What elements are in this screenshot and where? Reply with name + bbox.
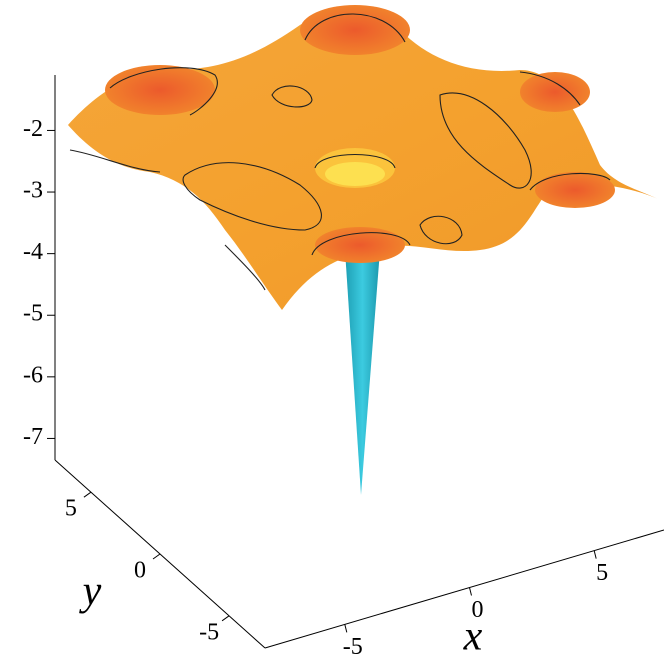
y-axis-title: y (79, 569, 102, 615)
contour (304, 13, 406, 43)
tick-mark (469, 587, 472, 596)
contour (419, 215, 463, 245)
contour (529, 172, 611, 191)
y-tick-label: 0 (134, 558, 146, 584)
peak (105, 65, 215, 115)
contour (182, 162, 322, 231)
tick-mark (83, 491, 92, 498)
z-tick-label: -6 (23, 362, 43, 388)
contour (314, 154, 396, 169)
peak (300, 5, 410, 55)
spike (345, 250, 380, 495)
peak (520, 72, 590, 112)
contour (439, 92, 532, 189)
contour (311, 232, 411, 256)
tick-mark (593, 550, 597, 559)
contour (519, 71, 581, 106)
x-tick-label: 0 (471, 597, 483, 623)
tick-mark (152, 553, 161, 560)
tick-mark (344, 624, 348, 633)
z-tick-label: -2 (23, 116, 43, 142)
peak (535, 172, 615, 208)
crater (325, 162, 385, 186)
surface (68, 5, 660, 495)
z-tick-label: -4 (23, 239, 43, 265)
contour (109, 67, 218, 116)
z-tick-label: -7 (23, 424, 43, 450)
x-axis (264, 529, 664, 649)
tick-mark (221, 615, 230, 622)
contour (271, 85, 313, 108)
contour (69, 149, 161, 173)
z-tick-label: -3 (23, 178, 43, 204)
x-axis-title: x (463, 614, 483, 660)
peak (315, 227, 405, 263)
x-tick-label: -5 (343, 634, 363, 660)
z-tick-label: -5 (23, 301, 43, 327)
x-tick-label: 5 (596, 560, 608, 586)
contour (224, 244, 266, 291)
y-tick-label: 5 (65, 496, 77, 522)
y-tick-label: -5 (199, 619, 219, 645)
